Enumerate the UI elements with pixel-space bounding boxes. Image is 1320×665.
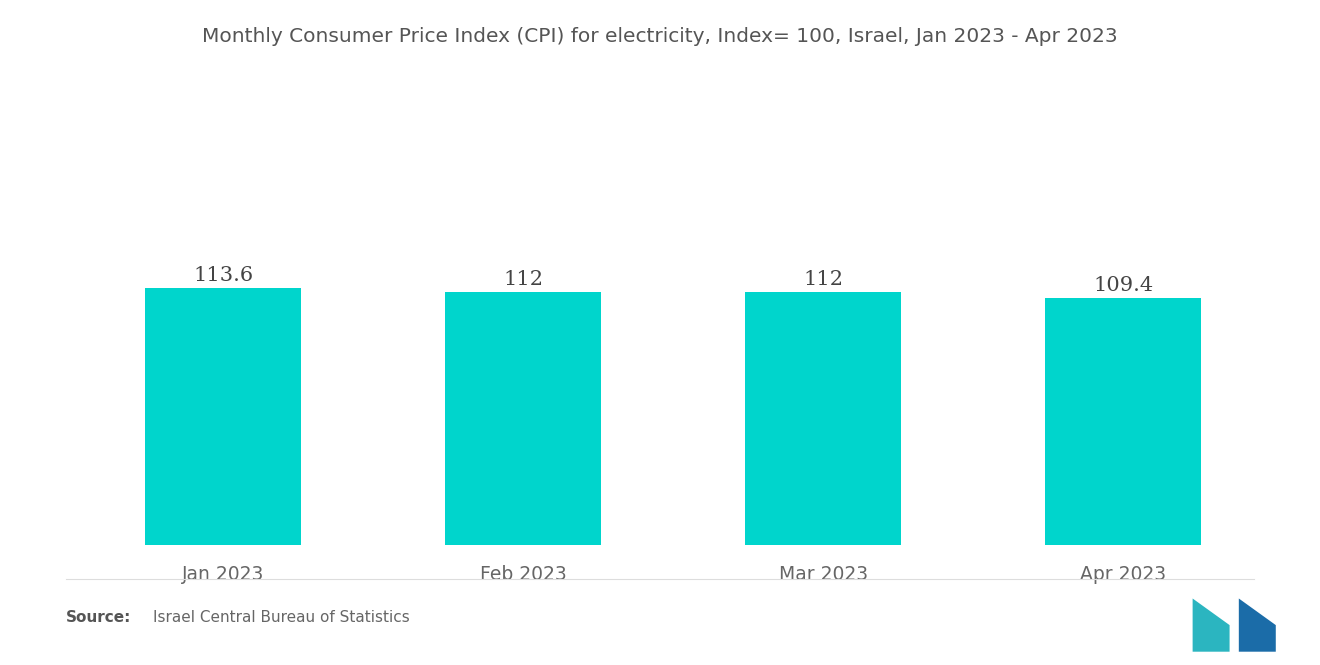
Text: 109.4: 109.4 xyxy=(1093,275,1154,295)
Text: 113.6: 113.6 xyxy=(193,266,253,285)
Bar xyxy=(746,292,902,545)
Text: Israel Central Bureau of Statistics: Israel Central Bureau of Statistics xyxy=(153,610,411,625)
Bar xyxy=(145,289,301,545)
Bar xyxy=(1045,298,1201,545)
Text: Source:: Source: xyxy=(66,610,132,625)
Text: Monthly Consumer Price Index (CPI) for electricity, Index= 100, Israel, Jan 2023: Monthly Consumer Price Index (CPI) for e… xyxy=(202,27,1118,46)
Polygon shape xyxy=(1238,598,1275,652)
Polygon shape xyxy=(1193,598,1230,652)
Bar xyxy=(445,292,601,545)
Text: 112: 112 xyxy=(803,270,843,289)
Text: 112: 112 xyxy=(503,270,544,289)
